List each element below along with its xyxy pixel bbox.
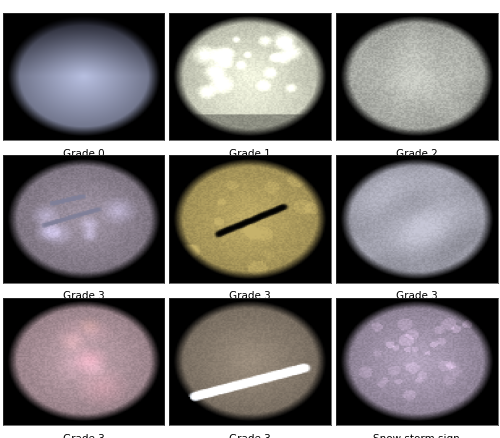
Text: Grade 1: Grade 1 xyxy=(229,149,271,159)
Text: H: H xyxy=(174,302,183,311)
Text: Grade 0: Grade 0 xyxy=(62,149,104,159)
Text: F: F xyxy=(340,159,348,169)
Text: I: I xyxy=(340,302,344,311)
Text: D: D xyxy=(8,159,16,169)
Text: Snow storm sign: Snow storm sign xyxy=(373,434,460,438)
Text: G: G xyxy=(8,302,16,311)
Text: Grade 3: Grade 3 xyxy=(62,434,104,438)
Text: C: C xyxy=(340,17,348,27)
Text: Grade 3: Grade 3 xyxy=(229,434,271,438)
Text: Grade 2: Grade 2 xyxy=(396,149,438,159)
Text: E: E xyxy=(174,159,182,169)
Text: Grade 3: Grade 3 xyxy=(229,291,271,301)
Text: B: B xyxy=(174,17,182,27)
Text: A: A xyxy=(8,17,16,27)
Text: Grade 3: Grade 3 xyxy=(62,291,104,301)
Text: Grade 3: Grade 3 xyxy=(396,291,438,301)
